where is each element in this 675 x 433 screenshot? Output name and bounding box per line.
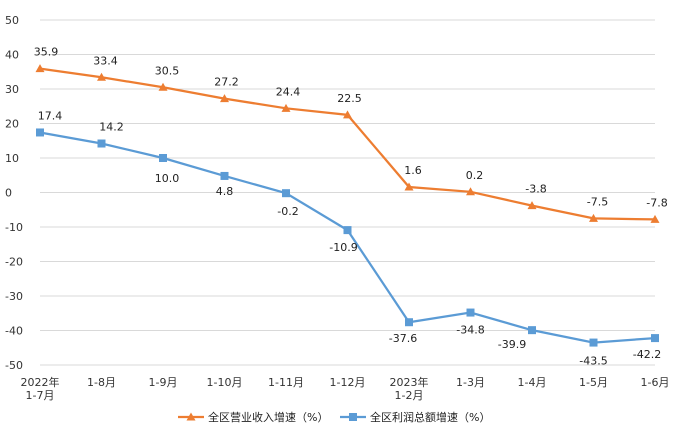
data-label: 4.8 — [216, 185, 234, 198]
data-point-marker — [589, 338, 598, 347]
data-label: 22.5 — [337, 92, 362, 105]
series-line — [39, 131, 656, 344]
x-tick-label: 1-12月 — [330, 376, 366, 389]
x-tick-label: 2022年 1-7月 — [21, 375, 60, 402]
gridlines — [40, 19, 655, 366]
legend-label: 全区利润总额增速（%） — [370, 410, 490, 424]
data-label: -7.5 — [587, 195, 608, 208]
data-label: -42.2 — [633, 348, 661, 361]
data-label: -3.8 — [525, 183, 546, 196]
data-point-marker — [36, 128, 44, 137]
data-label: 1.6 — [404, 164, 422, 177]
data-point-marker — [650, 214, 660, 223]
data-label: 30.5 — [155, 64, 180, 77]
y-tick-label: 40 — [5, 49, 19, 62]
data-point-marker — [35, 64, 45, 73]
x-axis: 2022年 1-7月 1-8月 1-9月 1-10月 1-11月 1-12月 2023年 1-2… — [21, 375, 670, 402]
x-tick-label: 1-10月 — [207, 376, 243, 389]
x-tick-label: 1-8月 — [87, 376, 116, 389]
data-label: 33.4 — [93, 54, 118, 67]
data-label: -0.2 — [277, 205, 298, 218]
data-point-marker — [527, 201, 537, 210]
data-point-marker — [404, 182, 414, 191]
data-label: 35.9 — [34, 46, 59, 59]
data-point-marker — [281, 103, 291, 112]
x-tick-label: 1-3月 — [456, 376, 485, 389]
y-tick-label: 20 — [5, 118, 19, 131]
x-tick-label: 1-5月 — [579, 376, 608, 389]
y-tick-label: 0 — [5, 187, 12, 200]
data-point-marker — [220, 94, 229, 103]
series-group — [35, 64, 660, 347]
y-axis: 50 40 30 20 10 0 -10 -20 -30 -40 -50 — [5, 14, 23, 372]
y-tick-label: -30 — [5, 290, 23, 303]
legend-marker — [349, 413, 357, 421]
x-tick-label: 1-9月 — [149, 376, 178, 389]
data-label: 0.2 — [466, 169, 484, 182]
data-point-marker — [405, 318, 413, 327]
data-point-marker — [282, 189, 290, 198]
legend: 全区营业收入增速（%） 全区利润总额增速（%） — [178, 410, 490, 424]
x-tick-label: 1-4月 — [518, 376, 547, 389]
x-tick-label: 1-11月 — [268, 376, 304, 389]
data-label: 27.2 — [214, 76, 239, 89]
data-label: -7.8 — [646, 196, 667, 209]
y-tick-label: -10 — [5, 221, 23, 234]
y-tick-label: -20 — [5, 256, 23, 269]
data-point-marker — [466, 187, 475, 196]
data-label: 10.0 — [155, 172, 180, 185]
x-tick-label: 2023年 1-2月 — [390, 375, 429, 402]
y-tick-label: 10 — [5, 152, 19, 165]
y-tick-label: -50 — [5, 359, 23, 372]
data-label: -10.9 — [329, 241, 357, 254]
y-tick-label: -40 — [5, 325, 23, 338]
x-tick-label: 1-6月 — [641, 376, 670, 389]
data-label: -37.6 — [389, 332, 417, 345]
data-point-marker — [466, 308, 475, 317]
data-point-marker — [589, 213, 598, 222]
data-label: 17.4 — [38, 109, 63, 122]
data-label: 14.2 — [99, 121, 124, 134]
data-label: -34.8 — [456, 324, 484, 337]
legend-label: 全区营业收入增速（%） — [208, 410, 328, 424]
data-label: -39.9 — [498, 338, 526, 351]
data-point-marker — [651, 334, 659, 343]
data-labels: 35.9 33.4 30.5 27.2 24.4 22.5 1.6 0.2 -3.8 -7.5 -7… — [34, 46, 668, 368]
data-point-marker — [343, 110, 352, 119]
y-tick-label: 50 — [5, 14, 19, 27]
data-point-marker — [97, 139, 106, 148]
data-label: -43.5 — [579, 355, 607, 368]
data-point-marker — [220, 171, 229, 180]
data-point-marker — [528, 326, 536, 335]
data-point-marker — [158, 82, 168, 91]
data-label: 24.4 — [276, 85, 301, 98]
data-point-marker — [343, 226, 352, 235]
data-point-marker — [159, 154, 167, 162]
y-tick-label: 30 — [5, 83, 19, 96]
legend-marker — [186, 412, 196, 421]
data-point-marker — [97, 72, 106, 81]
